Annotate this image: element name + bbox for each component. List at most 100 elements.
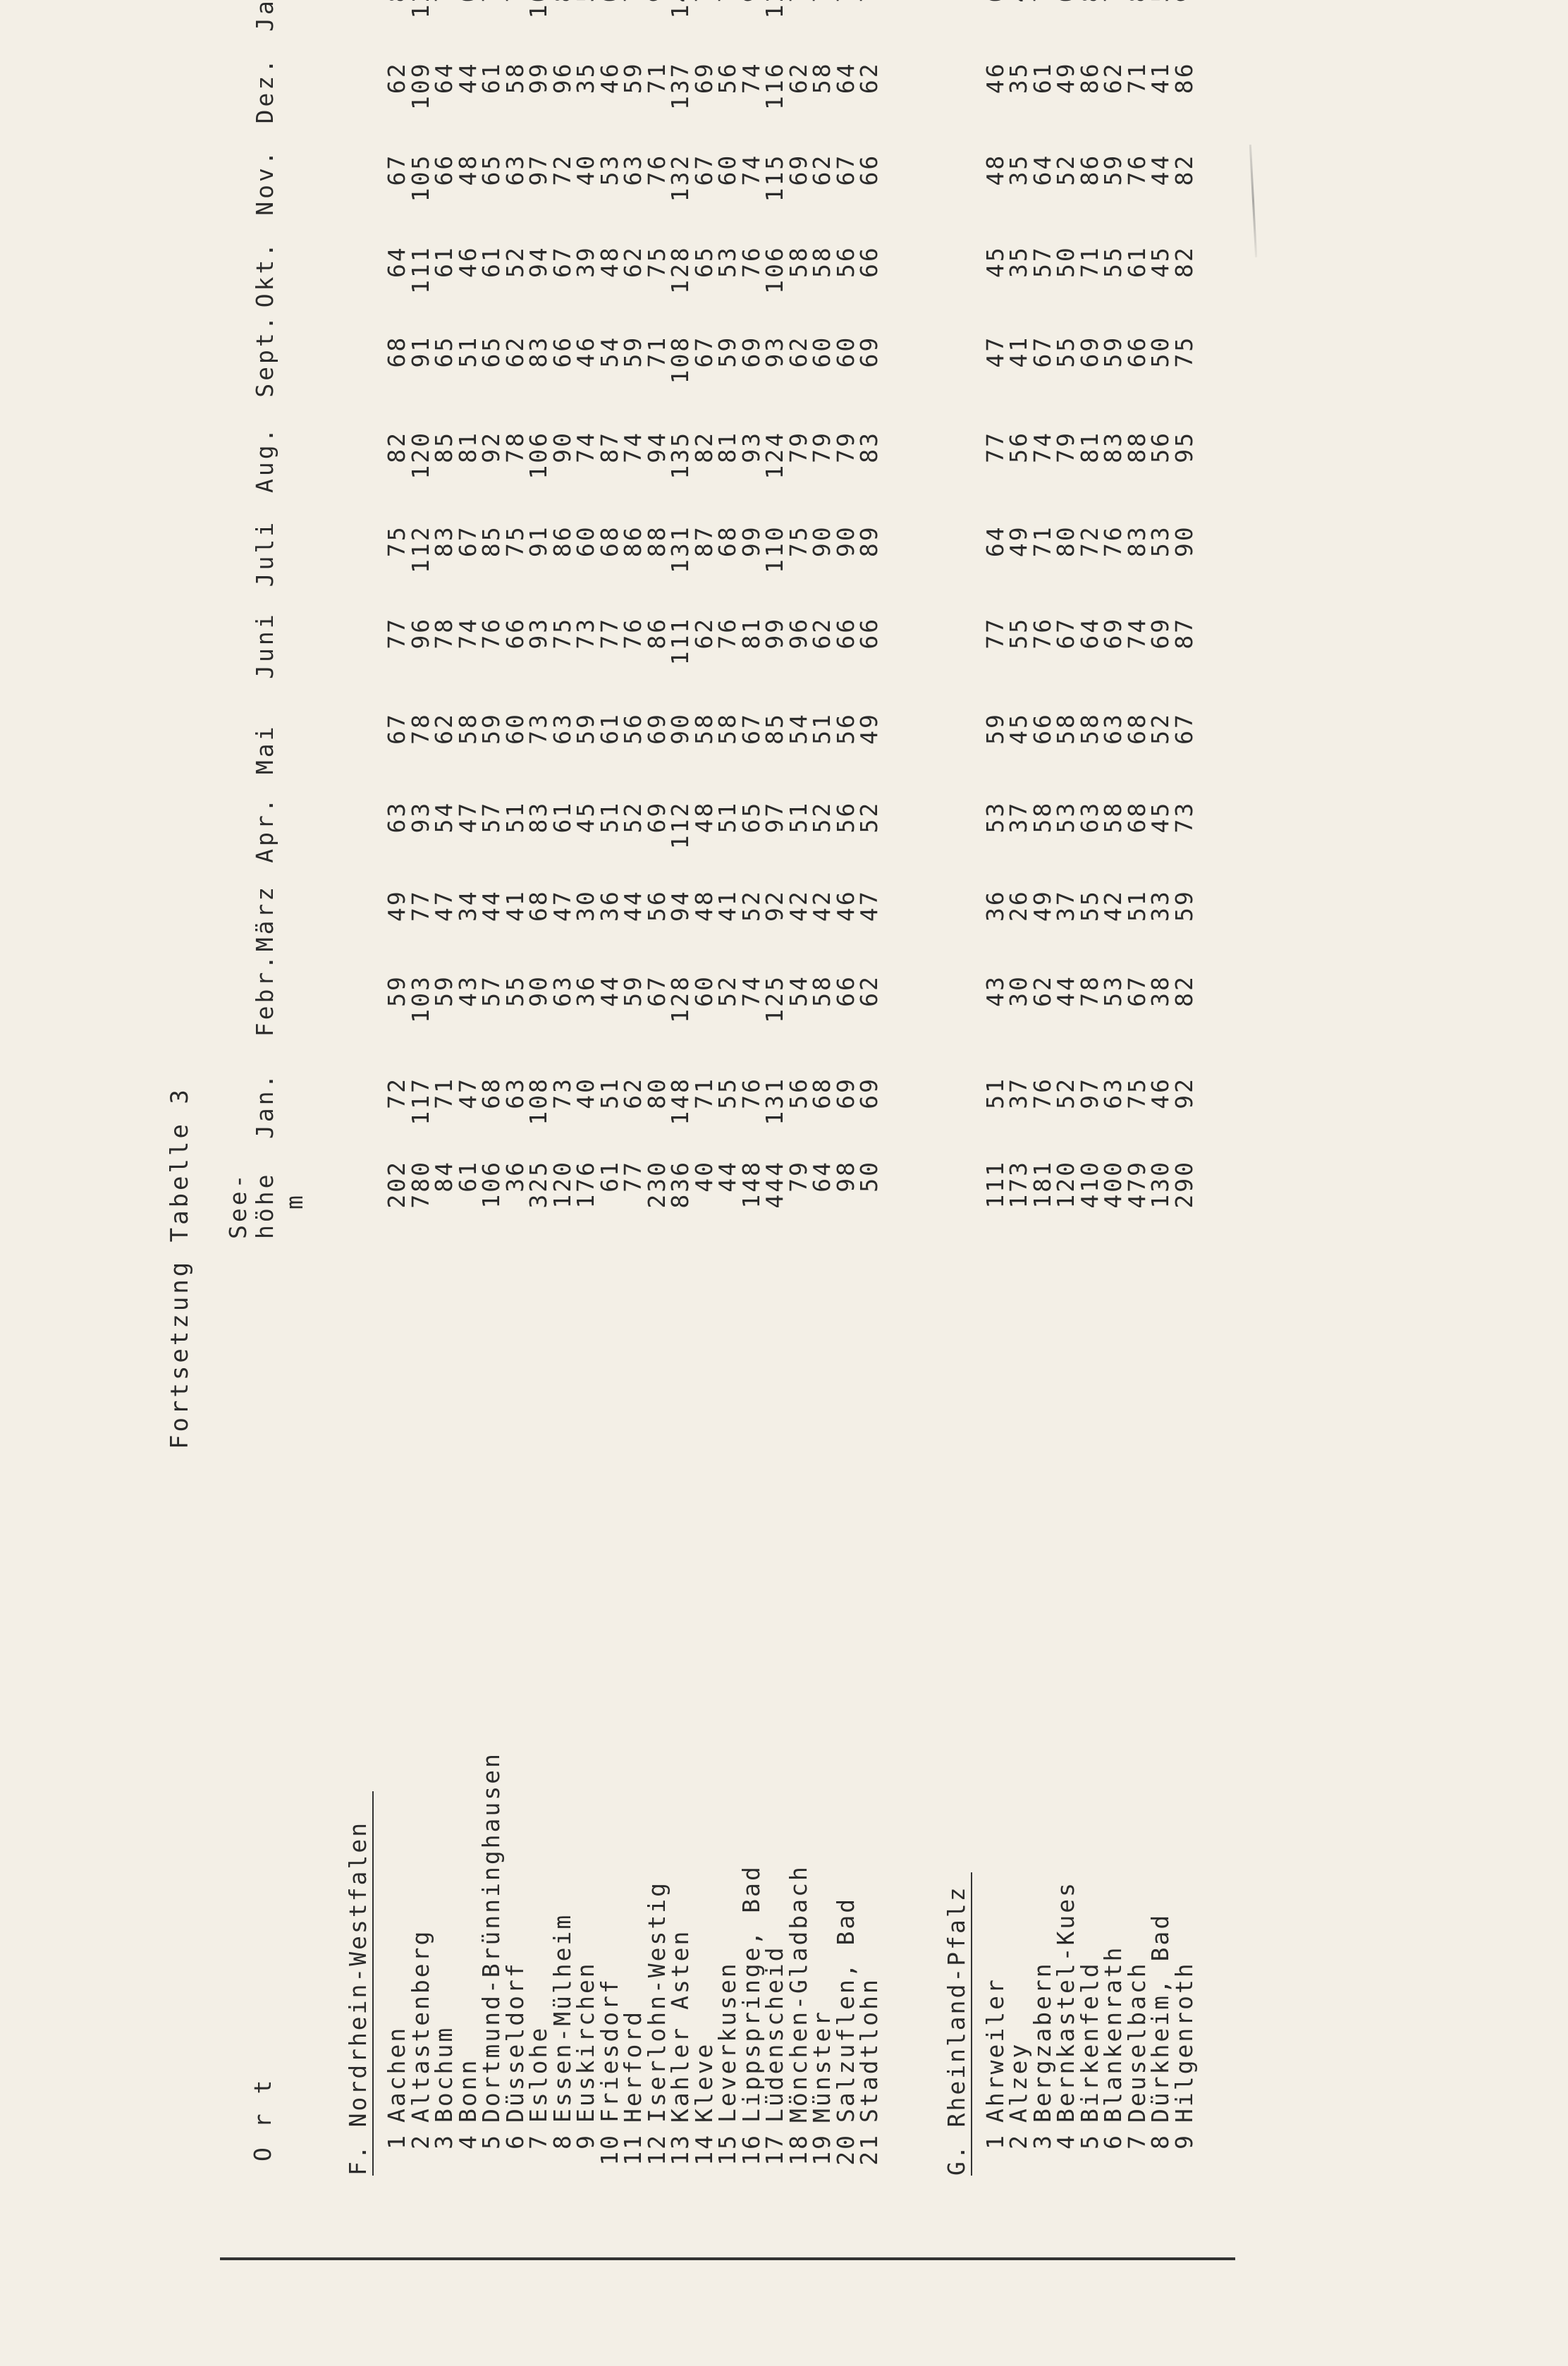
row-value-okt: 61 <box>477 245 505 278</box>
row-number: 3 <box>430 2133 458 2149</box>
row-value-sept: 59 <box>619 335 647 368</box>
row-value-mai: 63 <box>1099 712 1127 745</box>
row-value-apr: 97 <box>761 800 788 834</box>
header-month-7: Juli <box>251 519 278 587</box>
row-value-juli: 80 <box>1052 525 1079 558</box>
row-value-juli: 76 <box>1099 525 1127 558</box>
row-value-apr: 52 <box>855 800 883 834</box>
pencil-mark <box>1249 145 1258 257</box>
row-value-aug: 83 <box>855 431 883 463</box>
row-value-sept: 59 <box>713 335 741 368</box>
row-value-aug: 135 <box>666 431 694 480</box>
row-value-aug: 74 <box>619 431 647 463</box>
row-value-apr: 54 <box>430 800 458 834</box>
row-value-jahr: 577 <box>572 0 599 39</box>
header-month-8: Aug. <box>251 425 278 494</box>
row-value-sept: 60 <box>808 335 835 368</box>
row-value-juli: 90 <box>1170 525 1198 558</box>
row-value-febr: 125 <box>761 975 788 1023</box>
row-value-apr: 52 <box>619 800 647 834</box>
row-value-juli: 110 <box>761 525 788 573</box>
row-value-jahr: 880 <box>1076 0 1103 39</box>
row-value-märz: 92 <box>761 889 788 922</box>
row-seehoehe: 202 <box>383 1160 410 1209</box>
row-value-apr: 45 <box>1146 800 1174 834</box>
row-value-juni: 69 <box>1146 616 1174 650</box>
row-seehoehe: 173 <box>1005 1160 1032 1209</box>
row-ort: Eslohe <box>525 2025 552 2123</box>
row-value-juli: 85 <box>477 525 505 558</box>
header-seehoehe-2: höhe <box>251 1171 278 1239</box>
row-value-mai: 73 <box>525 712 552 745</box>
row-number: 21 <box>855 2133 883 2166</box>
row-ort: Alzey <box>1005 2042 1032 2123</box>
row-value-jan: 55 <box>713 1077 741 1109</box>
row-value-märz: 47 <box>430 889 458 922</box>
header-month-3: März <box>251 884 278 952</box>
row-value-febr: 36 <box>572 975 599 1007</box>
row-value-aug: 56 <box>1146 431 1174 463</box>
row-value-nov: 132 <box>666 153 694 202</box>
row-value-jan: 108 <box>525 1077 552 1126</box>
row-value-jan: 68 <box>808 1077 835 1109</box>
row-value-aug: 106 <box>525 431 552 480</box>
row-value-mai: 67 <box>1170 712 1198 745</box>
row-value-apr: 52 <box>808 800 835 834</box>
row-seehoehe: 130 <box>1146 1160 1174 1209</box>
row-value-febr: 62 <box>855 975 883 1007</box>
row-value-juni: 77 <box>383 616 410 650</box>
row-value-jahr: 742 <box>808 0 835 39</box>
row-value-mai: 45 <box>1005 712 1032 745</box>
row-ort: Münster <box>808 2009 835 2123</box>
row-value-jahr: 1085 <box>525 0 552 39</box>
row-value-aug: 74 <box>572 431 599 463</box>
row-value-jahr: 572 <box>1146 0 1174 39</box>
section-title-underline <box>372 1791 374 2176</box>
header-month-12: Dez. <box>251 56 278 124</box>
row-value-märz: 26 <box>1005 889 1032 922</box>
row-value-juli: 86 <box>619 525 647 558</box>
row-value-märz: 33 <box>1146 889 1174 922</box>
row-value-mai: 67 <box>383 712 410 745</box>
row-value-sept: 83 <box>525 335 552 368</box>
row-value-jahr: 848 <box>1123 0 1151 39</box>
row-value-febr: 30 <box>1005 975 1032 1007</box>
row-value-dez: 99 <box>525 61 552 94</box>
row-value-juli: 60 <box>572 525 599 558</box>
row-value-jahr: 710 <box>713 0 741 39</box>
row-value-jan: 71 <box>430 1077 458 1109</box>
row-value-sept: 108 <box>666 335 694 384</box>
row-seehoehe: 176 <box>572 1160 599 1209</box>
row-value-märz: 30 <box>572 889 599 922</box>
row-value-nov: 65 <box>477 153 505 186</box>
row-value-sept: 41 <box>1005 335 1032 368</box>
row-value-jahr: 780 <box>855 0 883 39</box>
row-value-märz: 44 <box>477 889 505 922</box>
row-value-nov: 82 <box>1170 153 1198 186</box>
row-value-nov: 63 <box>619 153 647 186</box>
row-number: 11 <box>619 2133 647 2166</box>
row-seehoehe: 44 <box>713 1160 741 1193</box>
section-title: F. Nordrhein-Westfalen <box>344 1820 372 2176</box>
row-value-febr: 38 <box>1146 975 1174 1007</box>
row-value-okt: 64 <box>383 245 410 278</box>
row-value-jan: 148 <box>666 1077 694 1126</box>
row-value-mai: 85 <box>761 712 788 745</box>
row-ort: Leverkusen <box>713 1961 741 2123</box>
row-value-dez: 62 <box>855 61 883 94</box>
row-value-jan: 92 <box>1170 1077 1198 1109</box>
row-ort: Stadtlohn <box>855 1977 883 2123</box>
row-value-juli: 68 <box>713 525 741 558</box>
row-value-okt: 45 <box>1146 245 1174 278</box>
row-value-febr: 59 <box>430 975 458 1007</box>
row-value-sept: 68 <box>383 335 410 368</box>
row-value-okt: 61 <box>430 245 458 278</box>
row-value-jahr: 970 <box>1170 0 1198 39</box>
row-ort: Blankenrath <box>1099 1945 1127 2123</box>
row-seehoehe: 120 <box>1052 1160 1079 1209</box>
row-ort: Lüdenscheid <box>761 1945 788 2123</box>
row-value-apr: 51 <box>713 800 741 834</box>
row-seehoehe: 836 <box>666 1160 694 1209</box>
